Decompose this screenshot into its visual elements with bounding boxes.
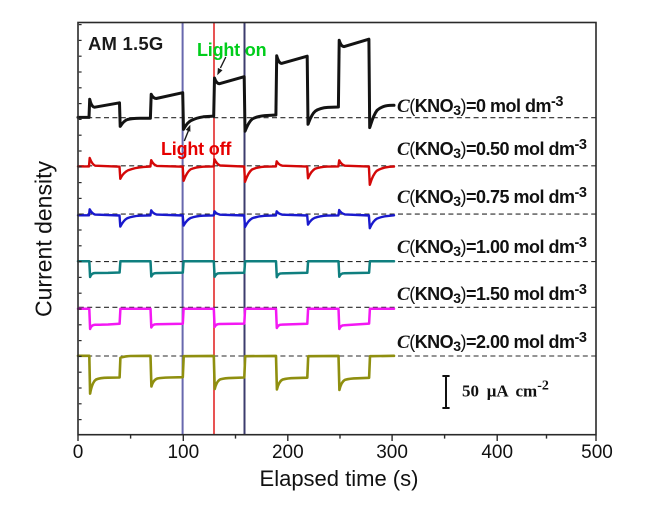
- svg-text:C(KNO3)=1.00 mol dm-3: C(KNO3)=1.00 mol dm-3: [397, 235, 587, 259]
- svg-text:500: 500: [581, 442, 613, 463]
- svg-text:Light off: Light off: [161, 139, 232, 159]
- svg-text:C(KNO3)=0 mol dm-3: C(KNO3)=0 mol dm-3: [397, 94, 563, 118]
- svg-text:0: 0: [73, 442, 84, 463]
- svg-text:400: 400: [481, 442, 513, 463]
- svg-text:C(KNO3)=1.50 mol dm-3: C(KNO3)=1.50 mol dm-3: [397, 282, 587, 306]
- svg-text:200: 200: [272, 442, 304, 463]
- svg-text:100: 100: [167, 442, 199, 463]
- svg-text:300: 300: [376, 442, 408, 463]
- svg-text:Light on: Light on: [197, 40, 266, 60]
- svg-text:C(KNO3)=0.75 mol dm-3: C(KNO3)=0.75 mol dm-3: [397, 185, 587, 209]
- svg-text:AM 1.5G: AM 1.5G: [88, 33, 163, 54]
- svg-text:Current density: Current density: [31, 161, 57, 317]
- svg-text:C(KNO3)=2.00 mol dm-3: C(KNO3)=2.00 mol dm-3: [397, 330, 587, 354]
- svg-text:50 μA cm-2: 50 μA cm-2: [462, 379, 549, 401]
- svg-text:C(KNO3)=0.50 mol dm-3: C(KNO3)=0.50 mol dm-3: [397, 137, 587, 161]
- svg-text:Elapsed time (s): Elapsed time (s): [260, 466, 419, 491]
